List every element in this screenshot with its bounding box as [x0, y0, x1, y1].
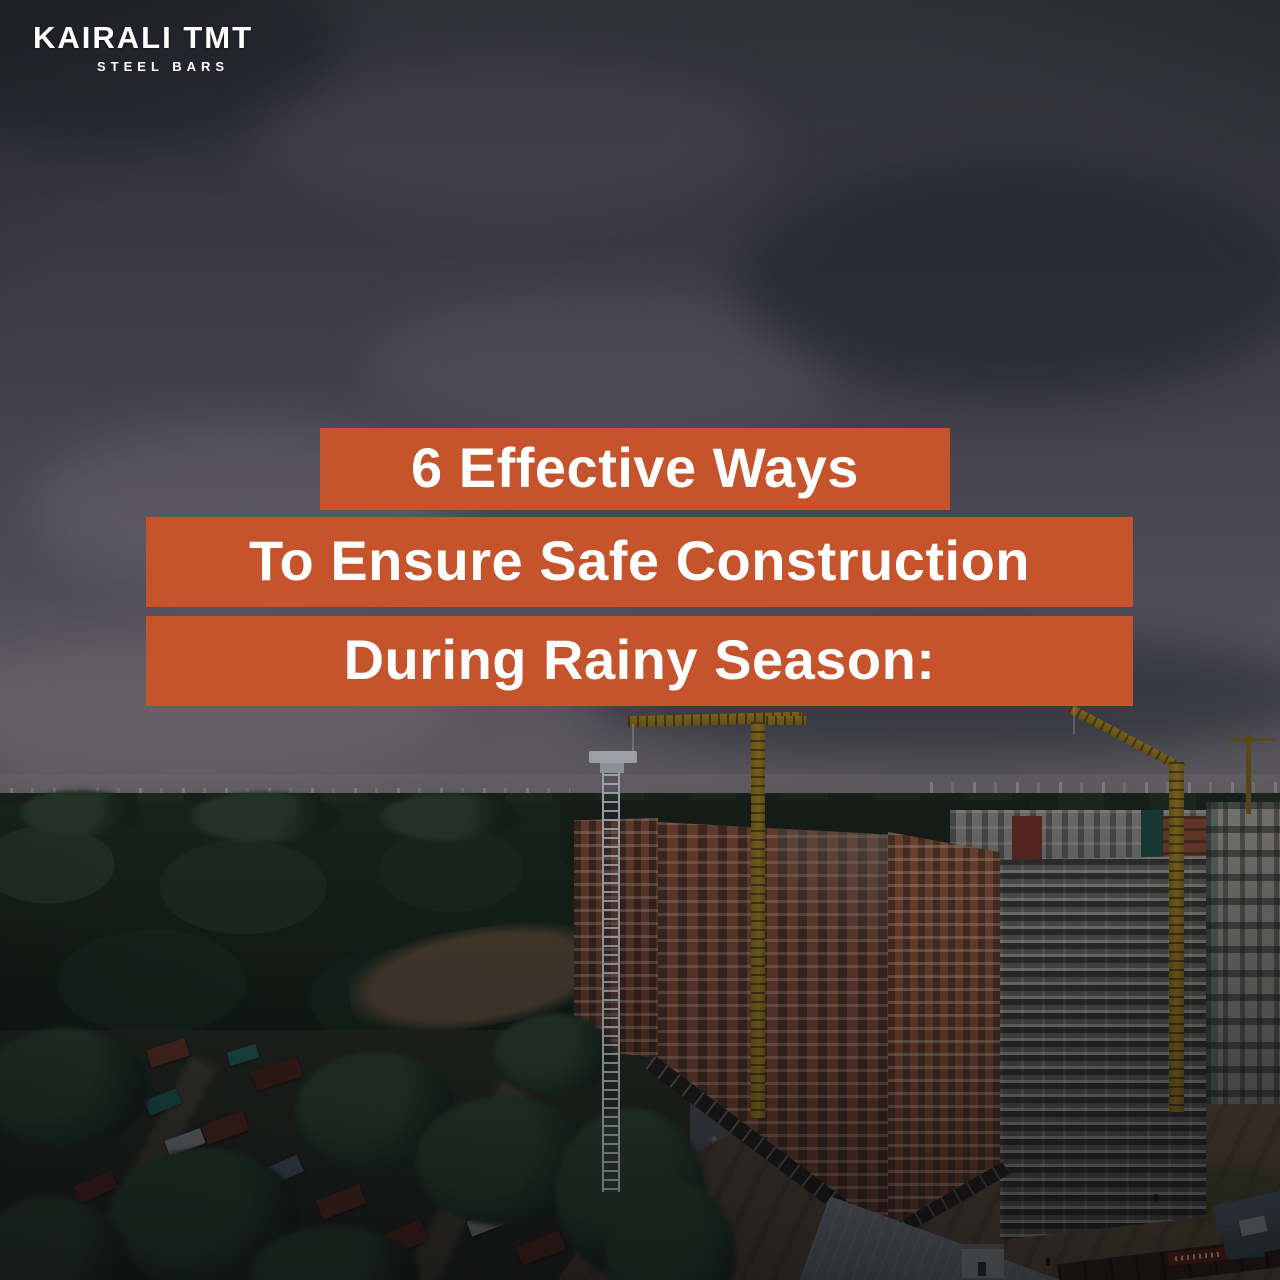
- dark-cloud: [740, 160, 1280, 400]
- tree: [20, 790, 140, 836]
- headline-text-3: During Rainy Season:: [343, 627, 936, 691]
- tree: [0, 1028, 150, 1148]
- tree: [190, 792, 340, 842]
- brick-building-side-facade: [888, 832, 1000, 1236]
- crane-hook-cable: [632, 724, 634, 760]
- small-crane-mast: [1246, 734, 1251, 814]
- headline-banner-1: 6 Effective Ways: [320, 428, 950, 510]
- headline-banner-3: During Rainy Season:: [146, 616, 1133, 706]
- person: [1154, 1194, 1158, 1202]
- small-crane-arm: [1228, 738, 1275, 741]
- tower-crane-mast: [751, 722, 765, 1118]
- white-crane-cab: [600, 763, 624, 773]
- hut-door: [978, 1262, 986, 1276]
- distant-town: [930, 782, 1280, 794]
- tree: [380, 794, 520, 840]
- brand-logo: KAIRALI TMT STEEL BARS: [33, 20, 253, 74]
- white-crane-mast: [602, 756, 620, 1192]
- headline-banner-2: To Ensure Safe Construction: [146, 517, 1133, 607]
- white-crane-jib: [589, 751, 637, 763]
- headline-text-2: To Ensure Safe Construction: [249, 528, 1030, 592]
- cloud: [370, 290, 840, 440]
- brand-name: KAIRALI TMT: [33, 20, 254, 55]
- luffing-crane-mast: [1169, 762, 1184, 1112]
- person: [1046, 1258, 1050, 1266]
- brand-tagline: STEEL BARS: [97, 59, 230, 74]
- crane-hook-cable: [1073, 708, 1075, 734]
- cloud: [250, 60, 770, 210]
- white-patterned-building: [1206, 802, 1280, 1104]
- tree: [494, 1014, 614, 1094]
- headline-text-1: 6 Effective Ways: [411, 435, 859, 499]
- tower-crane-counterjib: [766, 716, 806, 725]
